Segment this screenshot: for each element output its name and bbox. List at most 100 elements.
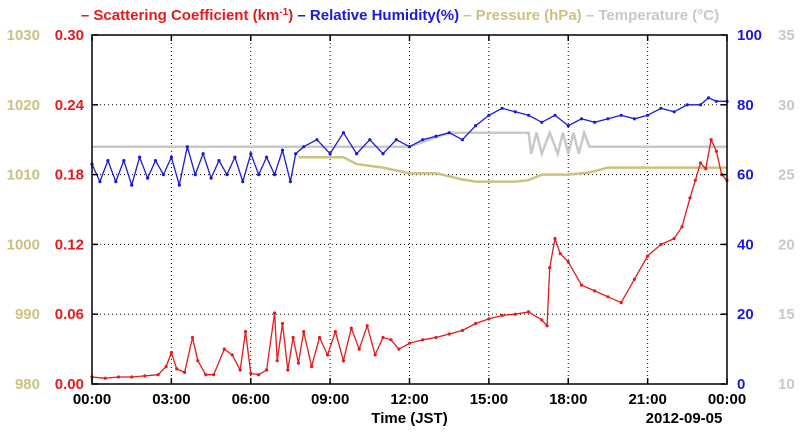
data-point-humidity — [146, 176, 150, 180]
data-point-scattering — [421, 338, 425, 342]
x-tick-label: 12:00 — [390, 391, 428, 408]
data-point-humidity — [685, 103, 689, 107]
scattering-tick-label: 0.12 — [55, 236, 84, 253]
humidity-tick-label: 40 — [737, 236, 754, 253]
data-point-scattering — [130, 375, 134, 379]
data-point-humidity — [185, 145, 189, 149]
data-point-humidity — [593, 120, 597, 124]
data-point-humidity — [315, 138, 319, 142]
data-point-scattering — [365, 324, 369, 328]
data-point-scattering — [212, 373, 216, 377]
grid — [92, 35, 727, 384]
data-point-scattering — [474, 321, 478, 326]
data-point-scattering — [317, 335, 322, 340]
data-point-scattering — [325, 353, 330, 357]
data-point-scattering — [296, 361, 300, 365]
data-point-scattering — [238, 368, 242, 372]
x-tick-label: 18:00 — [549, 391, 587, 408]
pressure-tick-label: 1030 — [7, 27, 40, 44]
series-layer — [90, 96, 729, 380]
data-point-scattering — [156, 373, 160, 377]
data-point-scattering — [434, 335, 438, 340]
data-point-humidity — [241, 180, 245, 184]
pressure-tick-label: 990 — [15, 306, 40, 323]
data-point-scattering — [397, 347, 401, 351]
data-point-scattering — [190, 335, 195, 340]
pressure-tick-label: 1020 — [7, 97, 40, 114]
data-point-humidity — [672, 110, 676, 114]
humidity-tick-label: 80 — [737, 97, 754, 114]
title-part-2: ) — [288, 7, 293, 24]
data-point-scattering — [646, 254, 650, 258]
x-tick-label: 00:00 — [708, 391, 746, 408]
pressure-tick-label: 980 — [15, 376, 40, 393]
data-point-scattering — [286, 368, 290, 372]
data-point-scattering — [672, 237, 676, 241]
temperature-tick-label: 25 — [778, 167, 795, 184]
title-part-0: – Scattering Coefficient (km — [81, 7, 279, 24]
data-point-scattering — [548, 266, 552, 270]
data-point-humidity — [487, 113, 491, 117]
humidity-tick-label: 20 — [737, 306, 754, 323]
data-point-humidity — [153, 159, 158, 163]
data-point-scattering — [257, 373, 261, 377]
x-tick-label: 15:00 — [470, 391, 508, 408]
data-point-scattering — [688, 196, 692, 200]
data-point-scattering — [698, 161, 703, 165]
data-point-scattering — [693, 178, 697, 182]
data-point-humidity — [460, 138, 464, 142]
data-point-scattering — [175, 367, 179, 371]
data-point-scattering — [579, 283, 584, 287]
data-point-humidity — [233, 155, 237, 159]
data-point-humidity — [114, 180, 118, 184]
pressure-tick-label: 1000 — [7, 236, 40, 253]
data-point-scattering — [273, 311, 277, 315]
data-point-humidity — [273, 173, 277, 177]
data-point-humidity — [714, 99, 719, 103]
data-point-scattering — [659, 242, 663, 246]
data-point-scattering — [143, 374, 147, 378]
data-point-scattering — [619, 301, 623, 305]
data-point-humidity — [130, 183, 134, 187]
data-point-scattering — [545, 324, 549, 328]
data-point-scattering — [714, 149, 719, 153]
scattering-tick-label: 0.18 — [55, 167, 84, 184]
series-line-pressure — [298, 155, 727, 183]
data-point-humidity — [513, 110, 517, 114]
data-point-scattering — [407, 341, 412, 345]
data-point-scattering — [593, 289, 597, 293]
title-part-4: – Pressure (hPa) — [459, 7, 582, 24]
data-point-scattering — [164, 365, 168, 369]
data-point-humidity — [98, 180, 102, 184]
data-point-scattering — [349, 326, 353, 330]
data-point-humidity — [447, 131, 451, 135]
data-point-humidity — [632, 117, 637, 121]
data-point-scattering — [381, 335, 385, 340]
data-point-humidity — [106, 159, 110, 163]
data-point-scattering — [103, 376, 107, 380]
data-point-scattering — [333, 330, 337, 334]
data-point-humidity — [280, 148, 285, 152]
temperature-tick-label: 15 — [778, 306, 795, 323]
temperature-tick-label: 35 — [778, 27, 795, 44]
scattering-tick-label: 0.00 — [55, 376, 84, 393]
data-point-humidity — [122, 159, 126, 163]
data-point-scattering — [558, 252, 562, 256]
x-tick-label: 06:00 — [232, 391, 270, 408]
axes-layer: 00:00 03:00 06:00 09:00 12:00 15:00 18:00 21:00… — [7, 27, 795, 408]
data-point-humidity — [294, 152, 298, 156]
data-point-scattering — [606, 295, 610, 299]
data-point-humidity — [706, 96, 711, 100]
scattering-tick-label: 0.30 — [55, 27, 84, 44]
data-point-scattering — [389, 338, 393, 342]
data-point-humidity — [201, 152, 205, 156]
title-part-1: -1 — [279, 7, 288, 18]
data-point-humidity — [434, 134, 438, 138]
data-point-scattering — [540, 318, 544, 322]
data-point-humidity — [328, 152, 332, 156]
data-point-scattering — [302, 330, 306, 334]
data-point-scattering — [204, 373, 208, 377]
title-part-5: – Temperature (°C) — [582, 7, 719, 24]
data-point-scattering — [265, 368, 269, 372]
